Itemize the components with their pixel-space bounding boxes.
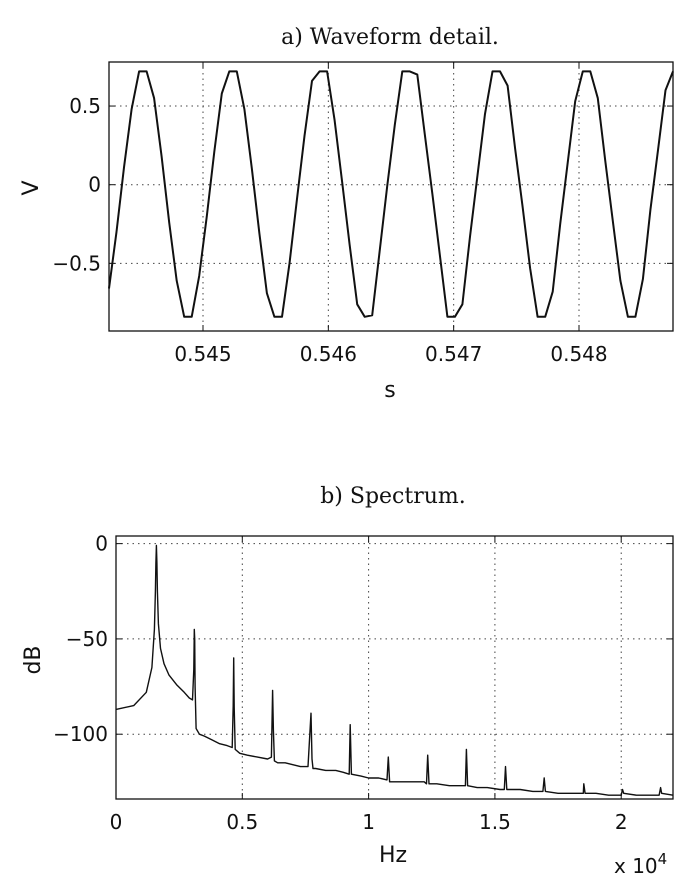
spectrum-ticks: 0 0.5 1 1.5 2 0 −50 −100 bbox=[53, 532, 673, 834]
waveform-axes-frame bbox=[108, 61, 674, 332]
spectrum-grid bbox=[116, 536, 673, 799]
spectrum-axes-frame bbox=[115, 535, 674, 800]
waveform-ytick-label: −0.5 bbox=[52, 251, 101, 275]
spectrum-x-multiplier: x 104 bbox=[614, 850, 667, 875]
spectrum-title: b) Spectrum. bbox=[320, 484, 466, 509]
waveform-xtick-label: 0.547 bbox=[425, 342, 482, 366]
spectrum-ytick-label: −100 bbox=[53, 722, 108, 746]
spectrum-xlabel: Hz bbox=[379, 843, 407, 868]
spectrum-xtick-label: 0 bbox=[110, 810, 123, 834]
waveform-xlabel: s bbox=[384, 378, 395, 403]
waveform-ytick-label: 0 bbox=[88, 173, 101, 197]
waveform-line bbox=[108, 70, 674, 318]
waveform-grid bbox=[109, 62, 673, 331]
waveform-xtick-label: 0.548 bbox=[550, 342, 607, 366]
spectrum-ytick-label: −50 bbox=[66, 627, 108, 651]
waveform-xtick-label: 0.546 bbox=[300, 342, 357, 366]
spectrum-xtick-label: 1 bbox=[362, 810, 375, 834]
waveform-ytick-label: 0.5 bbox=[69, 94, 101, 118]
spectrum-xtick-label: 0.5 bbox=[226, 810, 258, 834]
spectrum-ytick-label: 0 bbox=[95, 532, 108, 556]
waveform-xtick-label: 0.545 bbox=[174, 342, 231, 366]
waveform-ylabel: V bbox=[19, 180, 44, 195]
spectrum-x-multiplier-exp: 4 bbox=[658, 850, 668, 868]
spectrum-xtick-label: 1.5 bbox=[479, 810, 511, 834]
waveform-ticks: 0.545 0.546 0.547 0.548 0.5 0 −0.5 bbox=[52, 62, 673, 366]
waveform-panel: a) Waveform detail. 0.545 0.546 0.547 0.548… bbox=[19, 25, 674, 403]
waveform-title: a) Waveform detail. bbox=[281, 25, 499, 50]
spectrum-x-multiplier-base: x 10 bbox=[614, 854, 658, 875]
spectrum-xtick-label: 2 bbox=[615, 810, 628, 834]
spectrum-line bbox=[115, 544, 674, 796]
spectrum-ylabel: dB bbox=[21, 645, 46, 674]
spectrum-panel: b) Spectrum. 0 0.5 1 1.5 2 0 −50 −100 Hz dB x 1… bbox=[21, 484, 674, 875]
